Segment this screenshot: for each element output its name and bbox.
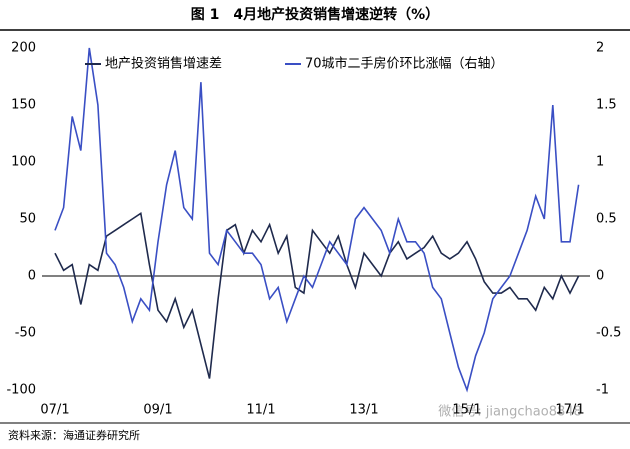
y2-tick-label: -0.5 bbox=[596, 326, 621, 341]
y-tick-label: 0 bbox=[28, 269, 36, 284]
y2-tick-label: 1 bbox=[596, 155, 604, 170]
y-tick-label: 150 bbox=[11, 98, 36, 113]
y2-tick-label: -1 bbox=[596, 383, 609, 398]
series-line bbox=[54, 47, 580, 393]
y-tick-label: 200 bbox=[11, 41, 36, 56]
y2-tick-label: 1.5 bbox=[596, 98, 617, 113]
source: 资料来源：海通证券研究所 bbox=[8, 428, 140, 442]
legend-label: 70城市二手房价环比涨幅（右轴） bbox=[305, 56, 504, 72]
y2-tick-label: 2 bbox=[596, 41, 604, 56]
x-tick-label: 17/1 bbox=[555, 403, 584, 418]
x-tick-label: 07/1 bbox=[40, 403, 69, 418]
watermark: 微信号: jiangchao8848 bbox=[438, 405, 582, 420]
y-tick-label: 50 bbox=[19, 212, 36, 227]
y-tick-label: -50 bbox=[15, 326, 36, 341]
y2-tick-label: 0.5 bbox=[596, 212, 617, 227]
chart-title: 图 1 4月地产投资销售增速逆转（%） bbox=[191, 6, 439, 23]
y-tick-label: -100 bbox=[6, 383, 36, 398]
x-tick-label: 15/1 bbox=[452, 403, 481, 418]
series-line bbox=[54, 211, 580, 379]
x-tick-label: 09/1 bbox=[143, 403, 172, 418]
y-tick-label: 100 bbox=[11, 155, 36, 170]
legend-label: 地产投资销售增速差 bbox=[105, 56, 222, 72]
y2-tick-label: 0 bbox=[596, 269, 604, 284]
x-tick-label: 13/1 bbox=[349, 403, 378, 418]
x-tick-label: 11/1 bbox=[246, 403, 275, 418]
